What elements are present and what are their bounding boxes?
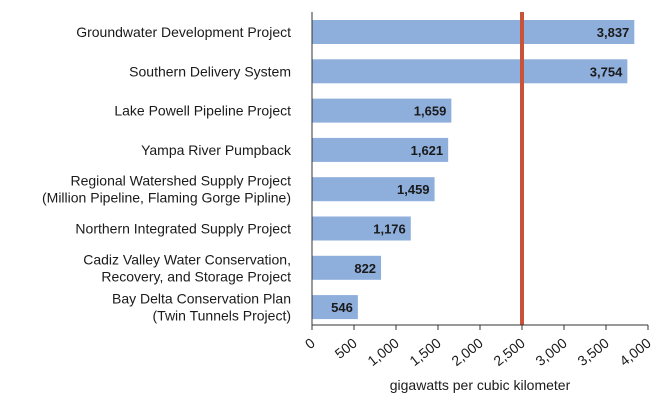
data-label: 3,837 — [597, 25, 630, 40]
category-label: (Twin Tunnels Project) — [153, 308, 292, 324]
value-labels: 3,837 3,754 1,659 1,621 1,459 1,176 822 546 — [331, 25, 629, 315]
data-label: 1,659 — [414, 104, 447, 119]
data-label: 1,621 — [411, 143, 444, 158]
category-label: Bay Delta Conservation Plan — [112, 291, 291, 307]
data-label: 3,754 — [590, 64, 623, 79]
x-tick-label: 0 — [302, 335, 318, 353]
category-label: Southern Delivery System — [129, 63, 291, 79]
data-label: 1,176 — [373, 222, 406, 237]
bar — [312, 255, 382, 280]
category-label: Regional Watershed Supply Project — [71, 173, 292, 189]
data-label: 546 — [331, 300, 353, 315]
category-label: Northern Integrated Supply Project — [75, 221, 291, 237]
bar — [312, 295, 358, 320]
category-label: Yampa River Pumpback — [141, 142, 292, 158]
data-label: 1,459 — [397, 182, 430, 197]
x-tick-label: 1,000 — [364, 335, 402, 369]
x-tick-label: 3,500 — [574, 335, 612, 369]
bars-group — [312, 20, 635, 320]
bar — [312, 177, 435, 202]
category-label: Cadiz Valley Water Conservation, — [83, 251, 291, 267]
x-axis-ticks: 0 500 1,000 1,500 2,000 2,500 3,000 3,500 4,000 — [302, 325, 654, 369]
category-label: Recovery, and Storage Project — [101, 268, 291, 284]
bar — [312, 216, 411, 241]
category-labels: Groundwater Development Project Southern … — [42, 24, 292, 324]
bar — [312, 59, 628, 84]
bar — [312, 20, 635, 44]
x-tick-label: 2,000 — [448, 335, 486, 369]
x-tick-label: 500 — [332, 335, 360, 362]
data-label: 822 — [354, 261, 376, 276]
x-tick-label: 2,500 — [490, 335, 528, 369]
x-tick-label: 1,500 — [406, 335, 444, 369]
category-label: (Million Pipeline, Flaming Gorge Pipline… — [42, 190, 291, 206]
x-axis-title: gigawatts per cubic kilometer — [390, 377, 571, 393]
x-tick-label: 3,000 — [532, 335, 570, 369]
category-label: Groundwater Development Project — [76, 24, 291, 40]
bar — [312, 137, 449, 162]
category-label: Lake Powell Pipeline Project — [114, 103, 291, 119]
x-tick-label: 4,000 — [616, 335, 654, 369]
bar — [312, 98, 452, 123]
